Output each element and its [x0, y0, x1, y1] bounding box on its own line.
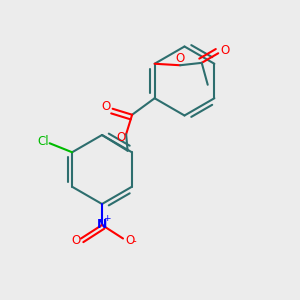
Text: Cl: Cl — [37, 135, 49, 148]
Text: O: O — [220, 44, 230, 57]
Text: -: - — [133, 236, 136, 246]
Text: +: + — [103, 214, 111, 223]
Text: O: O — [116, 131, 125, 144]
Text: O: O — [101, 100, 111, 113]
Text: O: O — [176, 52, 185, 65]
Text: O: O — [72, 233, 81, 247]
Text: N: N — [97, 218, 107, 232]
Text: O: O — [125, 233, 134, 247]
